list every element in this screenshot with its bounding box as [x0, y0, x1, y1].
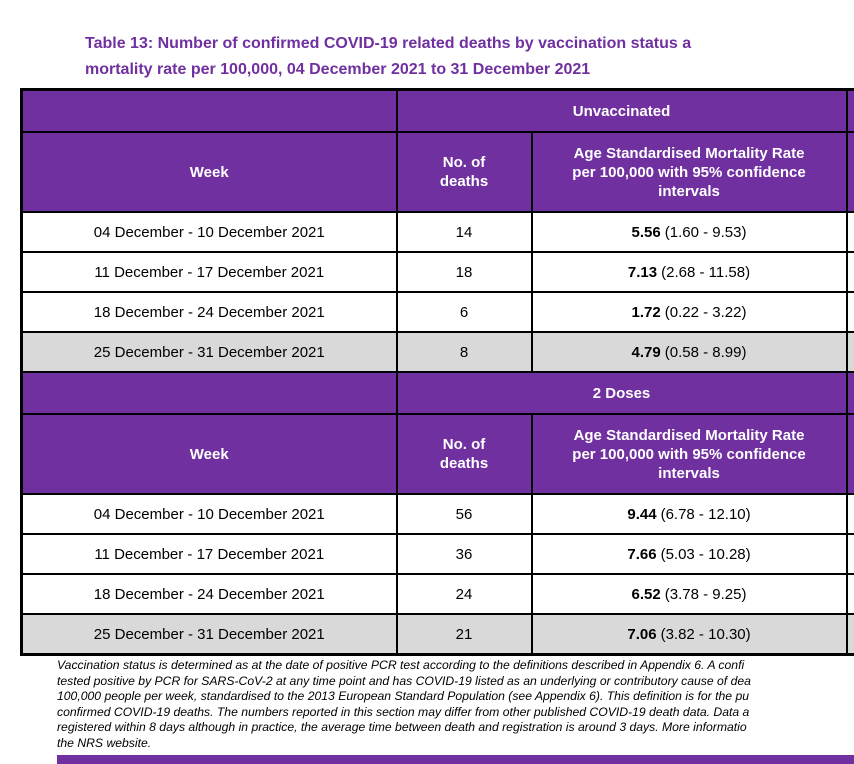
rate-confidence-interval: (0.22 - 3.22)	[664, 303, 747, 321]
col-header-cutoff	[845, 131, 854, 213]
cutoff-cell	[845, 211, 854, 253]
col-header-rate: Age Standardised Mortality Rate per 100,…	[530, 131, 848, 213]
table-row: 25 December - 31 December 2021 8 4.79 (0.…	[20, 331, 854, 373]
rate-confidence-interval: (5.03 - 10.28)	[660, 545, 751, 563]
cutoff-cell	[845, 493, 854, 535]
rate-cell: 1.72 (0.22 - 3.22)	[530, 291, 848, 333]
band-cutoff-cell	[845, 371, 854, 415]
cutoff-cell	[845, 533, 854, 575]
page-title-line1: Table 13: Number of confirmed COVID-19 r…	[85, 35, 692, 52]
table-row: 18 December - 24 December 2021 24 6.52 (3…	[20, 573, 854, 615]
footnote-line: 100,000 people per week, standardised to…	[57, 689, 749, 704]
deaths-cell: 56	[395, 493, 533, 535]
deaths-cell: 6	[395, 291, 533, 333]
week-cell: 04 December - 10 December 2021	[20, 211, 398, 253]
rate-value: 5.56	[631, 223, 661, 241]
page-title-line2: mortality rate per 100,000, 04 December …	[85, 61, 591, 78]
week-cell: 25 December - 31 December 2021	[20, 613, 398, 656]
cutoff-cell	[845, 291, 854, 333]
deaths-cell: 21	[395, 613, 533, 656]
band-label: 2 Doses	[395, 371, 848, 415]
rate-confidence-interval: (2.68 - 11.58)	[661, 263, 751, 281]
rate-confidence-interval: (6.78 - 12.10)	[660, 505, 751, 523]
deaths-cell: 14	[395, 211, 533, 253]
table-row: 11 December - 17 December 2021 18 7.13 (2…	[20, 251, 854, 293]
week-cell: 18 December - 24 December 2021	[20, 291, 398, 333]
col-header-week: Week	[20, 413, 398, 495]
band-empty-cell	[20, 88, 398, 133]
page-title: Table 13: Number of confirmed COVID-19 r…	[85, 31, 691, 83]
table-footnote: Vaccination status is determined as at t…	[57, 658, 751, 752]
col-header-rate: Age Standardised Mortality Rate per 100,…	[530, 413, 848, 495]
rate-cell: 4.79 (0.58 - 8.99)	[530, 331, 848, 373]
footnote-line: tested positive by PCR for SARS-CoV-2 at…	[57, 673, 751, 688]
covid-deaths-table: Unvaccinated Week No. of deaths Age Stan…	[20, 88, 854, 656]
table-row: 04 December - 10 December 2021 14 5.56 (1…	[20, 211, 854, 253]
week-cell: 04 December - 10 December 2021	[20, 493, 398, 535]
section-band-unvaccinated: Unvaccinated	[20, 88, 854, 133]
column-header-row: Week No. of deaths Age Standardised Mort…	[20, 131, 854, 213]
rate-cell: 7.06 (3.82 - 10.30)	[530, 613, 848, 656]
deaths-cell: 24	[395, 573, 533, 615]
rate-cell: 7.13 (2.68 - 11.58)	[530, 251, 848, 293]
table-row: 25 December - 31 December 2021 21 7.06 (3…	[20, 613, 854, 656]
rate-value: 9.44	[627, 505, 657, 523]
rate-confidence-interval: (3.82 - 10.30)	[660, 625, 751, 643]
week-cell: 11 December - 17 December 2021	[20, 251, 398, 293]
week-cell: 18 December - 24 December 2021	[20, 573, 398, 615]
footnote-line: the NRS website.	[57, 735, 152, 750]
rate-cell: 7.66 (5.03 - 10.28)	[530, 533, 848, 575]
footnote-line: confirmed COVID-19 deaths. The numbers r…	[57, 704, 750, 719]
band-empty-cell	[20, 371, 398, 415]
rate-confidence-interval: (0.58 - 8.99)	[664, 343, 747, 361]
week-cell: 25 December - 31 December 2021	[20, 331, 398, 373]
cutoff-cell	[845, 573, 854, 615]
rate-value: 7.06	[627, 625, 657, 643]
rate-cell: 9.44 (6.78 - 12.10)	[530, 493, 848, 535]
week-cell: 11 December - 17 December 2021	[20, 533, 398, 575]
cutoff-cell	[845, 613, 854, 656]
next-table-band-cutoff	[57, 755, 854, 764]
rate-value: 6.52	[631, 585, 661, 603]
table-row: 11 December - 17 December 2021 36 7.66 (5…	[20, 533, 854, 575]
rate-value: 4.79	[631, 343, 661, 361]
rate-value: 1.72	[631, 303, 661, 321]
section-band-2-doses: 2 Doses	[20, 371, 854, 415]
col-header-week: Week	[20, 131, 398, 213]
footnote-line: Vaccination status is determined as at t…	[57, 658, 745, 672]
rate-value: 7.13	[627, 263, 658, 281]
column-header-row: Week No. of deaths Age Standardised Mort…	[20, 413, 854, 495]
deaths-cell: 36	[395, 533, 533, 575]
band-label: Unvaccinated	[395, 88, 848, 133]
table-row: 18 December - 24 December 2021 6 1.72 (0.…	[20, 291, 854, 333]
rate-confidence-interval: (1.60 - 9.53)	[664, 223, 747, 241]
table-row: 04 December - 10 December 2021 56 9.44 (6…	[20, 493, 854, 535]
deaths-cell: 8	[395, 331, 533, 373]
col-header-deaths: No. of deaths	[395, 131, 533, 213]
rate-value: 7.66	[627, 545, 657, 563]
deaths-cell: 18	[395, 251, 533, 293]
rate-confidence-interval: (3.78 - 9.25)	[664, 585, 747, 603]
col-header-deaths: No. of deaths	[395, 413, 533, 495]
footnote-line: registered within 8 days although in pra…	[57, 720, 747, 735]
cutoff-cell	[845, 331, 854, 373]
cutoff-cell	[845, 251, 854, 293]
band-cutoff-cell	[845, 88, 854, 133]
rate-cell: 6.52 (3.78 - 9.25)	[530, 573, 848, 615]
rate-cell: 5.56 (1.60 - 9.53)	[530, 211, 848, 253]
col-header-cutoff	[845, 413, 854, 495]
